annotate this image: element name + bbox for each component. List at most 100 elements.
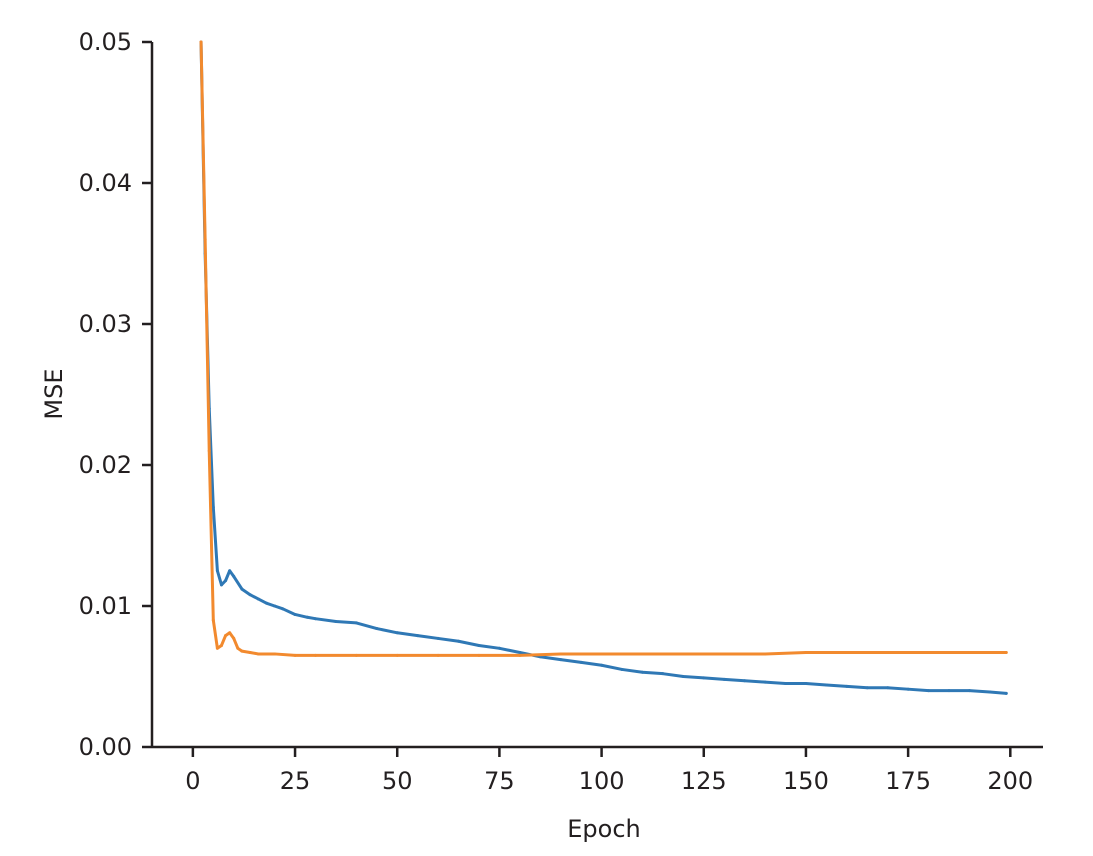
series-1-point — [620, 667, 624, 671]
series-2-point — [436, 653, 440, 657]
series-2-line — [199, 40, 1008, 657]
x-tick-label: 50 — [382, 767, 413, 795]
y-tick-label: 0.02 — [79, 451, 132, 479]
series-1-point — [248, 593, 252, 597]
series-2-point — [559, 652, 563, 656]
series-1-point — [600, 663, 604, 667]
series-1-point — [477, 643, 481, 647]
x-tick-label: 200 — [987, 767, 1033, 795]
series-1-point — [273, 604, 277, 608]
series-2-point — [215, 646, 219, 650]
series-2-point — [1004, 651, 1008, 655]
series-1-point — [305, 615, 309, 619]
series-2-point — [256, 652, 260, 656]
series-1-point — [293, 612, 297, 616]
series-1-point — [804, 682, 808, 686]
y-tick-label: 0.01 — [79, 592, 132, 620]
series-2-point — [199, 40, 203, 44]
x-tick-label: 175 — [885, 767, 931, 795]
x-axis-label: Epoch — [567, 815, 641, 843]
series-1-point — [763, 680, 767, 684]
x-tick-label: 0 — [185, 767, 200, 795]
series-1-point — [436, 636, 440, 640]
series-2-point — [477, 653, 481, 657]
series-1-point — [281, 607, 285, 611]
series-1-point — [824, 683, 828, 687]
series-2-point — [354, 653, 358, 657]
series-1-point — [865, 686, 869, 690]
series-1-point — [313, 617, 317, 621]
series-1-point — [375, 627, 379, 631]
series-1-point — [947, 689, 951, 693]
series-2-point — [240, 649, 244, 653]
series-2-point — [681, 652, 685, 656]
y-tick-label: 0.03 — [79, 310, 132, 338]
series-2-point — [248, 651, 252, 655]
series-1-point — [497, 646, 501, 650]
series-2-point — [211, 618, 215, 622]
series-1-point — [1004, 691, 1008, 695]
y-tick-label: 0.00 — [79, 733, 132, 761]
series-1-point — [579, 660, 583, 664]
series-2-point — [203, 237, 207, 241]
series-1-point — [457, 639, 461, 643]
series-1-line — [199, 40, 1008, 695]
y-axis-label: MSE — [40, 368, 68, 419]
series-2-point — [264, 652, 268, 656]
series-1-point — [228, 569, 232, 573]
x-tick-label: 125 — [681, 767, 727, 795]
series-1-point — [256, 597, 260, 601]
series-1-point — [845, 684, 849, 688]
series-2-point — [236, 646, 240, 650]
series-1-point — [722, 677, 726, 681]
series-2-point — [927, 651, 931, 655]
series-1-point — [784, 682, 788, 686]
series-2-point — [273, 652, 277, 656]
series-1-point — [927, 689, 931, 693]
series-1-point — [559, 658, 563, 662]
series-1-point — [518, 651, 522, 655]
series-1-point — [334, 620, 338, 624]
x-tick-label: 100 — [579, 767, 625, 795]
series-1-point — [354, 621, 358, 625]
series-2-point — [224, 634, 228, 638]
series-2-point — [804, 651, 808, 655]
series-2-point — [219, 643, 223, 647]
series-1-point — [743, 679, 747, 683]
x-tick-label: 150 — [783, 767, 829, 795]
y-tick-label: 0.05 — [79, 28, 132, 56]
series-2-point — [845, 651, 849, 655]
series-1-point — [240, 587, 244, 591]
plot-area — [199, 40, 1008, 695]
series-2-point — [763, 652, 767, 656]
series-1-point — [416, 634, 420, 638]
series-1-point — [886, 686, 890, 690]
x-tick-label: 75 — [484, 767, 515, 795]
series-1-point — [640, 670, 644, 674]
series-1-point — [232, 574, 236, 578]
series-1-point — [661, 672, 665, 676]
series-1-point — [215, 569, 219, 573]
series-2-point — [640, 652, 644, 656]
series-1-point — [395, 631, 399, 635]
series-2-point — [293, 653, 297, 657]
series-2-point — [228, 631, 232, 635]
series-1-point — [681, 675, 685, 678]
x-axis-ticks: 0 25 50 75 100 125 150 175 200 — [185, 747, 1033, 795]
series-1-point — [224, 579, 228, 583]
y-tick-label: 0.04 — [79, 169, 132, 197]
series-2-point — [313, 653, 317, 657]
series-2-point — [722, 652, 726, 656]
y-axis-ticks: 0.00 0.01 0.02 0.03 0.04 0.05 — [79, 28, 152, 761]
series-2-point — [600, 652, 604, 656]
series-2-point — [395, 653, 399, 657]
x-tick-label: 25 — [280, 767, 311, 795]
series-1-point — [211, 505, 215, 509]
series-1-point — [219, 583, 223, 587]
series-2-point — [232, 636, 236, 640]
series-1-point — [967, 689, 971, 693]
series-2-point — [967, 651, 971, 655]
series-1-point — [264, 601, 268, 605]
